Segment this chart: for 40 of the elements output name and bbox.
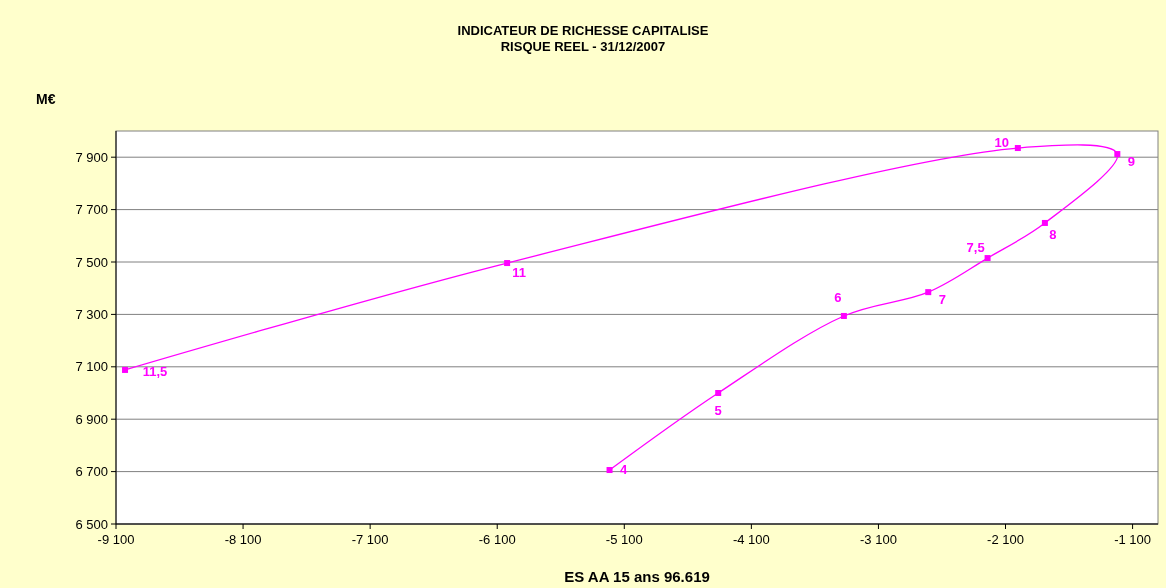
point: [122, 366, 129, 373]
point: [715, 390, 722, 396]
point: [840, 312, 847, 319]
x-tick-label: -9 100: [97, 532, 135, 547]
point: [504, 260, 511, 267]
annotation: 11: [512, 265, 527, 281]
y-tick-label: 7 500: [75, 254, 108, 270]
x-tick-label: -3 100: [860, 532, 897, 547]
point: [1014, 145, 1021, 152]
annotation: 8: [1049, 226, 1057, 242]
y-tick-label: 7 100: [75, 359, 108, 375]
y-tick-label: 6 500: [75, 516, 108, 532]
x-tick-label: -4 100: [732, 532, 770, 547]
annotation: 6: [834, 289, 842, 305]
point: [1041, 219, 1048, 226]
annotation: 11,5: [142, 363, 168, 379]
point: [606, 467, 613, 474]
annotation: 10: [994, 135, 1010, 151]
point: [984, 255, 991, 262]
annotation: 7: [938, 292, 946, 308]
x-tick-label: -8 100: [224, 532, 262, 547]
x-axis-title: ES AA 15 ans 96.619: [564, 568, 710, 585]
y-tick-label: 7 900: [75, 149, 108, 165]
x-tick-label: -7 100: [351, 532, 389, 547]
x-tick-label: -6 100: [478, 532, 516, 547]
y-tick-label: 7 300: [75, 306, 108, 322]
point: [1114, 151, 1121, 158]
annotation: 9: [1127, 154, 1135, 170]
chart-title: INDICATEUR DE RICHESSE CAPITALISE RISQUE REEL - 31/12/2007: [457, 23, 709, 54]
x-tick-label: -5 100: [605, 532, 643, 547]
point: [925, 289, 932, 296]
annotation: 5: [714, 403, 722, 418]
annotation: 4: [619, 462, 628, 478]
y-tick-label: 6 900: [75, 411, 108, 427]
y-tick-label: 6 700: [75, 464, 108, 480]
x-tick-label: -2 100: [987, 532, 1024, 547]
annotation: 7,5: [966, 240, 985, 256]
y-tick-label: 7 700: [75, 202, 108, 218]
y-axis-title: M€: [36, 91, 56, 107]
x-tick-label: -1 100: [1114, 532, 1152, 547]
